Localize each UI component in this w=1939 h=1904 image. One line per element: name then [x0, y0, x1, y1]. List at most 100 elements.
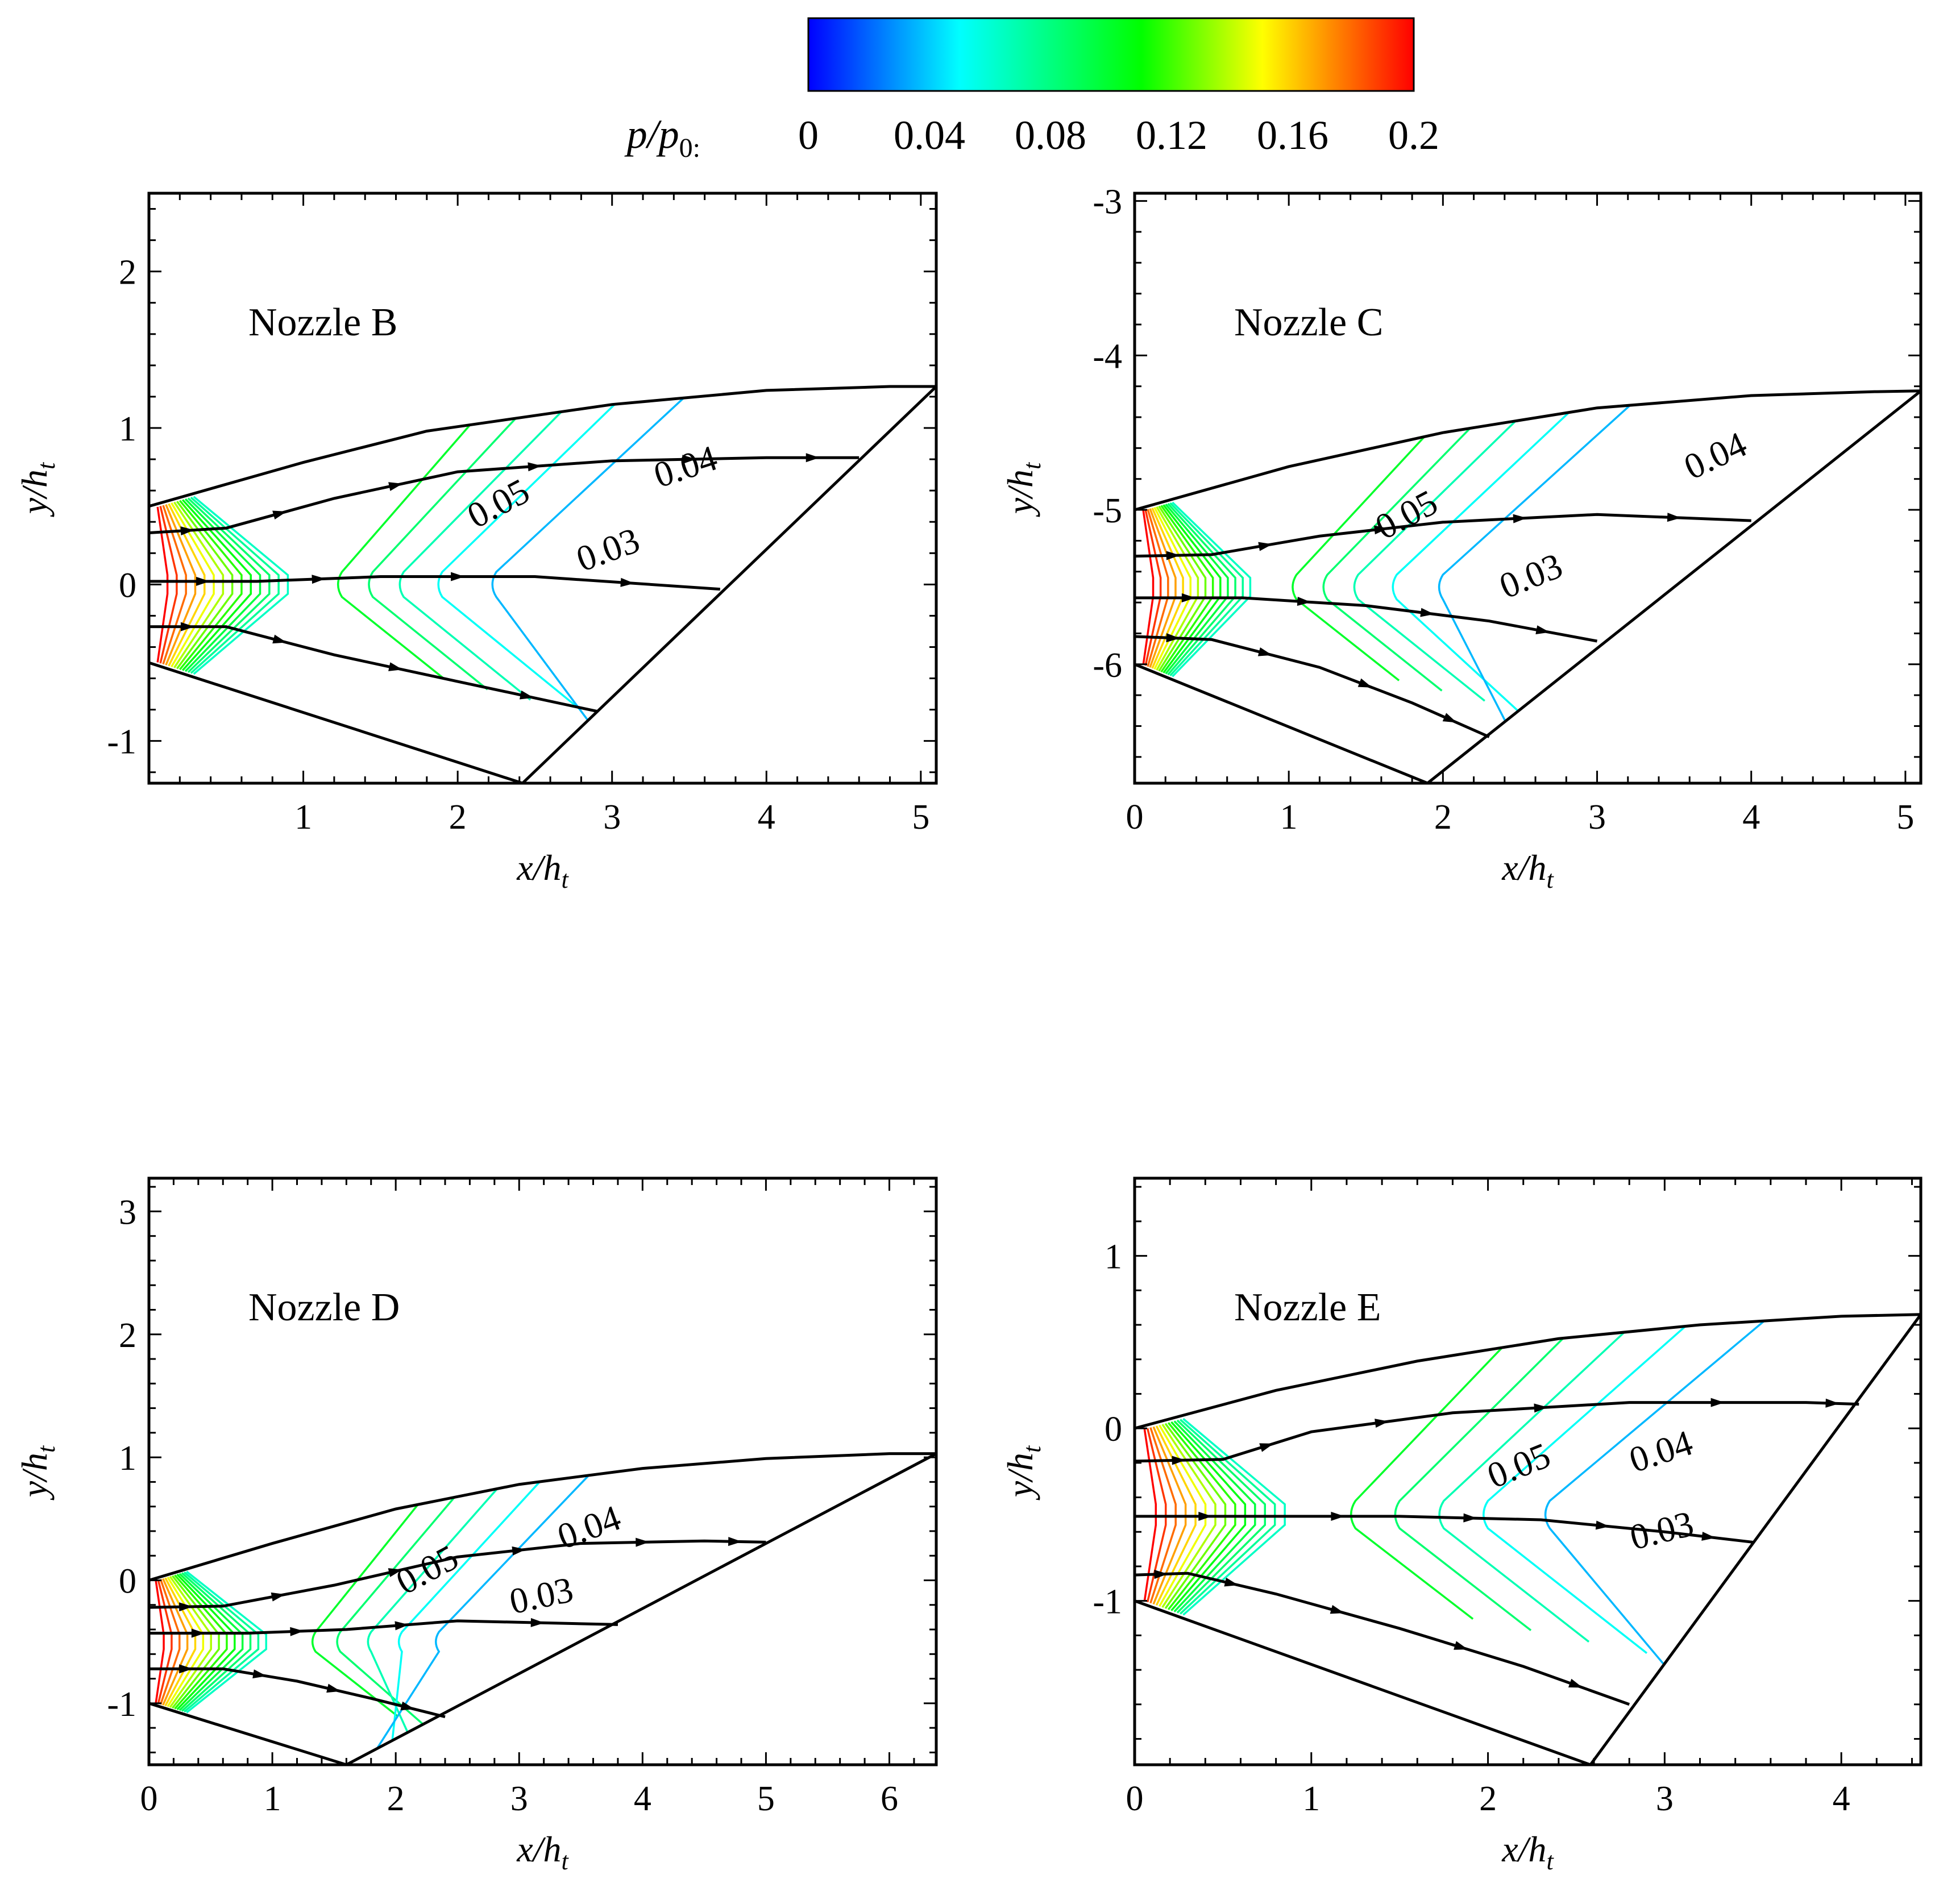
streamline-arrow — [1258, 542, 1273, 551]
contour-line — [1170, 1421, 1247, 1611]
contour-line — [1438, 1331, 1625, 1643]
y-axis-label: y/ht — [14, 462, 60, 517]
contour-line — [1176, 1419, 1267, 1614]
exit-boundary — [1426, 389, 1921, 783]
streamline-arrow — [451, 572, 465, 581]
streamline-arrow — [530, 1618, 545, 1627]
streamline-arrow — [519, 690, 534, 700]
streamline-arrow — [1375, 1419, 1389, 1428]
contour-line — [1160, 505, 1214, 673]
x-tick-label: 3 — [1588, 798, 1606, 837]
contour-line — [1155, 1425, 1197, 1606]
streamline-arrow — [1463, 1513, 1477, 1523]
contour-line — [1394, 1337, 1564, 1631]
contour-line — [173, 501, 225, 668]
streamline-arrow — [252, 1669, 267, 1678]
streamline — [149, 625, 597, 713]
contour-line — [491, 397, 684, 721]
plot-area — [1135, 1313, 1921, 1765]
y-axis-label: y/ht — [1000, 462, 1046, 517]
streamline-arrow — [1357, 678, 1372, 688]
plot-area — [1135, 389, 1921, 783]
colorbar-tick-label: 0.04 — [894, 113, 965, 158]
panel-title: Nozzle D — [248, 1286, 400, 1329]
colorbar-tick-label: 0.2 — [1388, 113, 1439, 158]
contour-label: 0.05 — [460, 471, 535, 536]
y-tick-label: 3 — [119, 1193, 136, 1232]
streamline-arrow — [512, 1546, 526, 1556]
colorbar-gradient — [807, 17, 1415, 92]
contour-line — [171, 502, 215, 668]
streamline-arrow — [1710, 1398, 1725, 1407]
contour-line — [159, 506, 178, 664]
contour-line — [169, 1575, 212, 1708]
x-tick-label: 2 — [1479, 1780, 1497, 1818]
streamline-arrow — [1330, 1604, 1344, 1614]
streamline-arrow — [1224, 1577, 1239, 1587]
streamline-arrow — [179, 1664, 193, 1674]
upper-wall — [149, 1452, 936, 1582]
streamline-arrow — [1701, 1531, 1716, 1541]
x-tick-label: 0 — [1126, 798, 1144, 837]
streamline-arrow — [1181, 593, 1195, 602]
streamline-arrow — [1454, 1641, 1468, 1650]
contour-line — [1544, 1320, 1765, 1665]
lower-wall — [149, 1702, 347, 1765]
contour-line — [1142, 510, 1155, 665]
contour-line — [190, 496, 280, 674]
contour-line — [181, 499, 252, 671]
streamline-arrow — [682, 455, 696, 464]
panel-nozzle-b: 0.05 0.040.03 1 2 3 4 5 -1 0 1 2 x/ht y/ht Nozzle B — [14, 192, 938, 893]
contour-line — [1149, 1427, 1177, 1604]
contour-line — [1172, 501, 1252, 677]
x-tick-label: 2 — [449, 798, 467, 837]
x-tick-label: 3 — [1656, 1780, 1674, 1818]
streamline-arrow — [1513, 514, 1527, 523]
x-tick-label: 1 — [1302, 1780, 1320, 1818]
x-tick-label: 1 — [294, 798, 312, 837]
y-tick-label: -5 — [1093, 492, 1122, 530]
y-tick-label: 0 — [119, 566, 136, 605]
streamline-arrow — [388, 1568, 402, 1577]
contour-line — [368, 417, 517, 691]
upper-wall — [1135, 1313, 1921, 1430]
x-tick-label: 5 — [1896, 798, 1914, 837]
contour-line — [178, 1573, 244, 1711]
contour-label: 0.04 — [552, 1497, 626, 1557]
x-axis-label: x/ht — [1501, 1829, 1554, 1875]
contour-line — [162, 505, 187, 665]
streamline-arrow — [1420, 608, 1435, 617]
y-tick-label: 0 — [119, 1562, 136, 1600]
contour-label: 0.03 — [571, 519, 645, 579]
x-tick-label: 3 — [510, 1780, 528, 1818]
contour-line — [1173, 1420, 1256, 1612]
contour-line — [1167, 502, 1236, 676]
y-tick-label: -1 — [107, 1685, 136, 1724]
x-tick-label: 2 — [387, 1780, 405, 1818]
y-tick-label: 1 — [1105, 1238, 1122, 1277]
y-tick-label: 2 — [119, 253, 136, 292]
colorbar-tick-label: 0.08 — [1015, 113, 1086, 158]
contour-line — [1438, 404, 1631, 722]
streamline-arrow — [271, 1592, 285, 1602]
colorbar-label: p/p0: — [624, 111, 700, 163]
contour-line — [1182, 1417, 1286, 1616]
y-axis-label: y/ht — [1000, 1445, 1046, 1500]
contour-line — [1292, 436, 1426, 681]
streamline-arrow — [1259, 1443, 1274, 1452]
contour-label: 0.04 — [1624, 1422, 1697, 1480]
contour-line — [1353, 420, 1517, 702]
contour-line — [1143, 1429, 1157, 1602]
x-tick-label: 6 — [881, 1780, 898, 1818]
streamline-arrow — [620, 577, 634, 587]
contour-line — [174, 1574, 228, 1710]
contour-label: 0.04 — [649, 438, 722, 496]
streamline-arrow — [806, 453, 820, 463]
streamline — [149, 575, 720, 591]
streamline-arrow — [1166, 633, 1180, 643]
streamline-arrow — [196, 576, 210, 586]
contour-line — [1161, 1424, 1216, 1608]
panel-title: Nozzle B — [248, 301, 397, 344]
y-axis-label: y/ht — [14, 1445, 60, 1500]
